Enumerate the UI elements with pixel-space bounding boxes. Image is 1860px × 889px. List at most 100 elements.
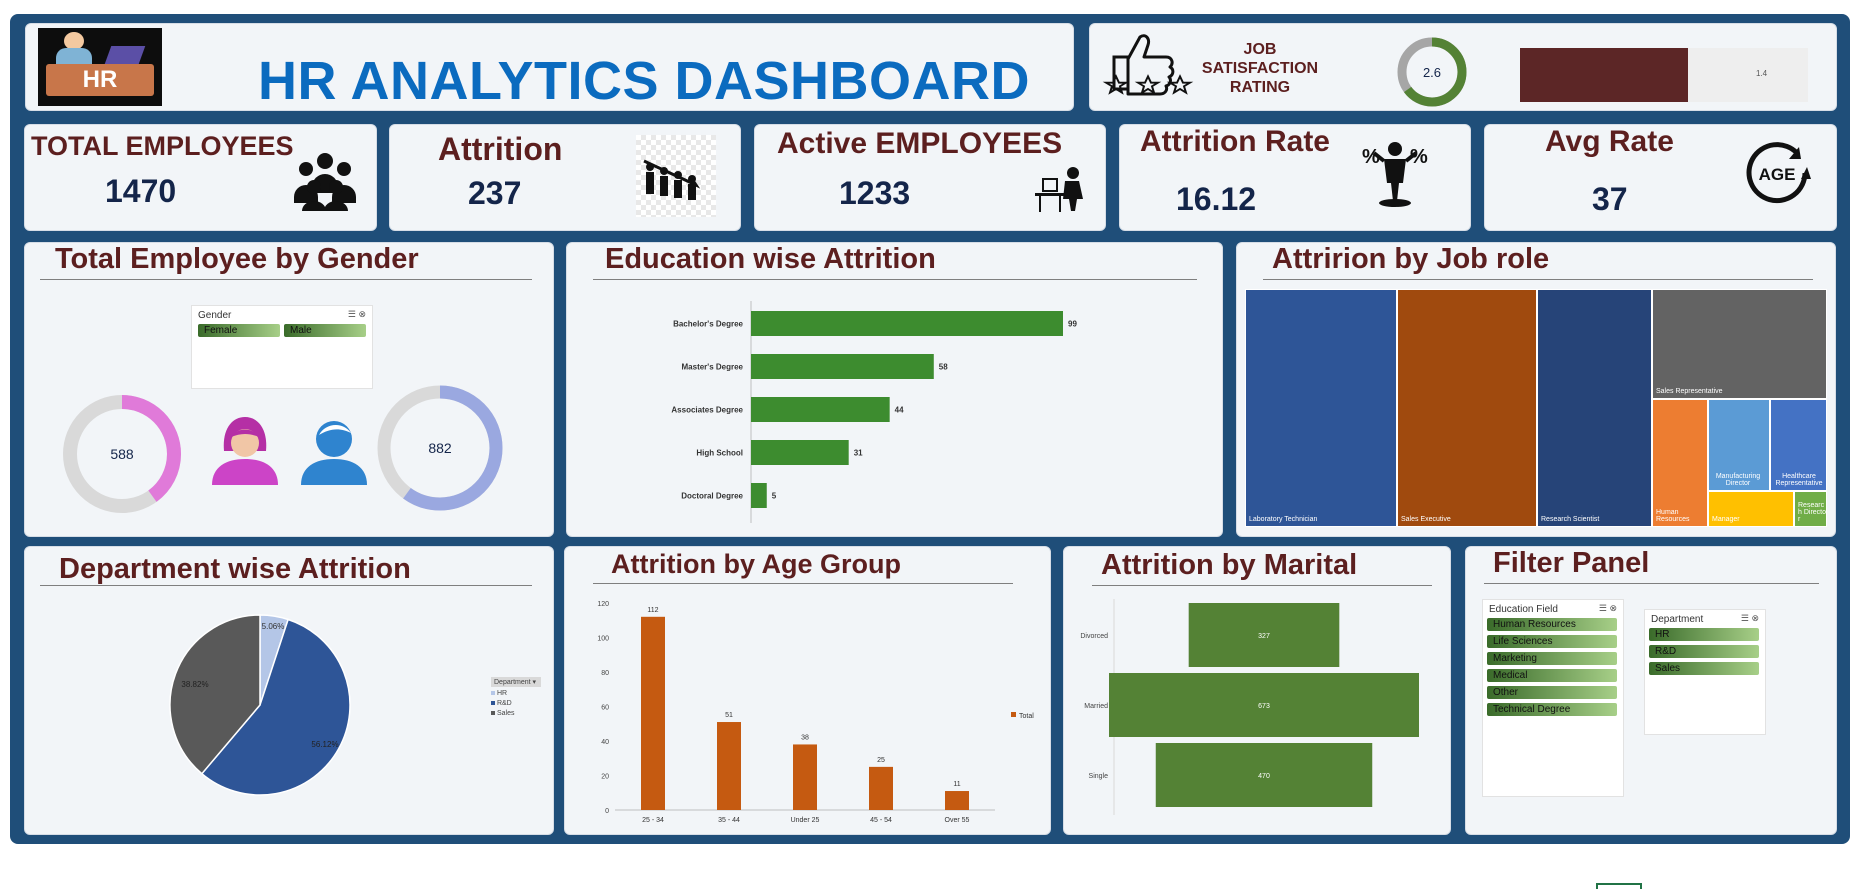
treemap-label: Human Resources [1656, 509, 1690, 523]
age-bar-over-55[interactable] [945, 791, 969, 810]
education-field-slicer-header: Education Field [1489, 604, 1558, 615]
department-legend-item-rd: R&D [491, 700, 541, 707]
gender-option-female[interactable]: Female [198, 324, 280, 337]
age-ytick-20: 20 [601, 774, 609, 781]
age-ytick-60: 60 [601, 705, 609, 712]
department-slicer-header: Department [1651, 614, 1704, 625]
marital-value-divorced: 327 [1258, 633, 1270, 640]
dropdown-arrow-icon: ▾ [532, 679, 537, 686]
job-role-title: Attririon by Job role [1272, 243, 1550, 275]
treemap-manager[interactable]: Manager [1708, 491, 1794, 527]
age-ytick-0: 0 [605, 808, 609, 815]
slicer-multiselect-clearfilter-icon[interactable]: ☰ ⊗ [347, 309, 366, 319]
age-ytick-80: 80 [601, 670, 609, 677]
marital-value-married: 673 [1258, 703, 1270, 710]
department-slice-rd[interactable] [200, 618, 351, 796]
gender-card: Total Employee by Gender Gender ☰ ⊗ Fema… [24, 242, 554, 537]
age-bar-25-34[interactable] [641, 616, 665, 810]
marital-bar-single[interactable] [1155, 743, 1373, 807]
education-bar-high-school[interactable] [751, 440, 849, 465]
department-legend-item-sales: Sales [491, 710, 541, 717]
education-field-option[interactable]: Human Resources [1487, 618, 1617, 631]
treemap-label: Sales Representative [1656, 388, 1723, 395]
treemap-sales-representative[interactable]: Sales Representative [1652, 289, 1827, 399]
male-count-label: 882 [428, 440, 452, 456]
department-option[interactable]: HR [1649, 628, 1759, 641]
hr-logo-person-body [56, 48, 92, 66]
education-field-option[interactable]: Medical [1487, 669, 1617, 682]
treemap-label: Manufacturing Director [1715, 473, 1761, 487]
slicer-multiselect-clearfilter-icon[interactable]: ☰ ⊗ [1740, 613, 1759, 623]
kpi-avg-age-value: 37 [1592, 181, 1628, 217]
job-satisfaction-label-line1: JOB [1243, 41, 1277, 58]
job-satisfaction-label: JOB SATISFACTION RATING [1196, 40, 1324, 97]
treemap-manufacturing-director[interactable]: Manufacturing Director [1708, 399, 1770, 491]
department-card: Department wise Attrition 5.06% 56.12% 38.… [24, 546, 554, 835]
education-field-option[interactable]: Technical Degree [1487, 703, 1617, 716]
education-category-bachelor-s-degree: Bachelor's Degree [673, 320, 743, 329]
treemap-research-scientist[interactable]: Research Scientist [1537, 289, 1652, 527]
treemap-human-resources[interactable]: Human Resources [1652, 399, 1708, 527]
legend-text-sales: Sales [496, 710, 515, 717]
kpi-total-employees-label: TOTAL EMPLOYEES [31, 131, 294, 161]
education-chart: Bachelor's Degree 99 Master's Degree 58 Asso… [671, 301, 1077, 523]
education-value-master-s-degree: 58 [939, 363, 948, 372]
age-category-under-25: Under 25 [791, 817, 820, 824]
kpi-attrition-card: Attrition 237 [389, 124, 741, 231]
marital-category-married: Married [1084, 703, 1108, 710]
department-option[interactable]: Sales [1649, 662, 1759, 675]
legend-text-rd: R&D [496, 700, 512, 707]
female-person-icon [212, 417, 278, 485]
treemap-laboratory-technician[interactable]: Laboratory Technician [1245, 289, 1397, 527]
treemap-healthcare-representative[interactable]: Healthcare Representative [1770, 399, 1827, 491]
slicer-multiselect-clearfilter-icon[interactable]: ☰ ⊗ [1598, 603, 1617, 613]
job-satisfaction-bar-fill [1520, 48, 1688, 102]
education-bar-bachelor-s-degree[interactable] [751, 311, 1063, 336]
education-field-option[interactable]: Life Sciences [1487, 635, 1617, 648]
marital-title: Attrition by Marital [1101, 549, 1358, 581]
age-group-title: Attrition by Age Group [611, 549, 901, 579]
department-legend-header[interactable]: Department ▾ [491, 677, 541, 687]
education-value-bachelor-s-degree: 99 [1068, 320, 1077, 329]
age-cycle-icon: AGE [1746, 142, 1811, 204]
marital-category-single: Single [1089, 773, 1109, 780]
department-legend-header-text: Department [494, 679, 531, 686]
education-field-option[interactable]: Marketing [1487, 652, 1617, 665]
age-bar-35-44[interactable] [717, 722, 741, 810]
age-legend-label: Total [1019, 713, 1034, 720]
svg-text:%: % [1362, 146, 1380, 168]
department-pie-chart: 5.06% 56.12% 38.82% [169, 614, 351, 796]
marital-bar-divorced[interactable] [1188, 603, 1340, 667]
education-bar-master-s-degree[interactable] [751, 354, 934, 379]
gender-option-male[interactable]: Male [284, 324, 366, 337]
department-title: Department wise Attrition [59, 553, 411, 585]
age-bar-45-54[interactable] [869, 766, 893, 810]
filter-panel-title-underline [1484, 583, 1819, 584]
kpi-active-employees-card: Active EMPLOYEES 1233 [754, 124, 1106, 231]
marital-bar-married[interactable] [1109, 673, 1419, 737]
education-field-slicer: Education Field ☰ ⊗ Human Resources Life… [1482, 599, 1624, 797]
declining-people-icon [636, 135, 716, 217]
marital-value-single: 470 [1258, 773, 1270, 780]
department-slice-sales[interactable] [169, 614, 261, 775]
education-bar-associates-degree[interactable] [751, 397, 890, 422]
education-bar-doctoral-degree[interactable] [751, 483, 767, 508]
filter-panel-title: Filter Panel [1493, 547, 1650, 579]
department-option[interactable]: R&D [1649, 645, 1759, 658]
treemap-sales-executive[interactable]: Sales Executive [1397, 289, 1537, 527]
education-field-option[interactable]: Other [1487, 686, 1617, 699]
female-donut-arc [63, 395, 181, 513]
marital-title-underline [1092, 585, 1432, 586]
marital-chart: Divorced 327 Married 673 Single 470 [1080, 599, 1419, 815]
education-value-doctoral-degree: 5 [772, 492, 777, 501]
treemap-label: Research Director [1798, 502, 1827, 523]
education-category-doctoral-degree: Doctoral Degree [681, 492, 743, 501]
male-person-icon [301, 421, 367, 485]
job-satisfaction-ring: 2.6 [1397, 37, 1467, 107]
treemap-label: Healthcare Representative [1775, 473, 1823, 487]
kpi-attrition-rate-label: Attrition Rate [1140, 125, 1330, 158]
age-bar-under-25[interactable] [793, 744, 817, 810]
kpi-total-employees-card: TOTAL EMPLOYEES 1470 [24, 124, 377, 231]
treemap-research-director[interactable]: Research Director [1794, 491, 1827, 527]
treemap-label: Manager [1712, 516, 1740, 523]
